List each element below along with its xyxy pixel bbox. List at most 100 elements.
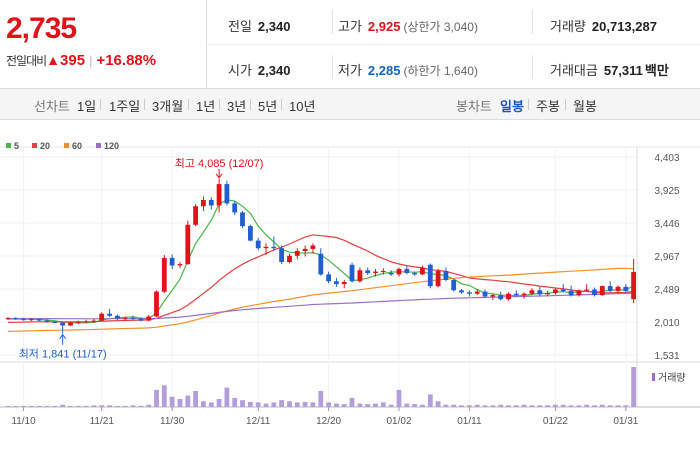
ma120-line: [7, 292, 634, 320]
tab-1year[interactable]: 1년: [196, 99, 216, 114]
tab-separator: [188, 99, 189, 110]
volume-bar: [537, 405, 543, 407]
candle-body: [420, 267, 425, 275]
candle-body: [138, 318, 144, 321]
volume-bar: [529, 405, 535, 407]
tab-3month[interactable]: 3개월: [152, 99, 184, 114]
candle-body: [404, 268, 410, 273]
candle-body: [584, 289, 590, 291]
stat-label: 저가: [338, 63, 362, 78]
volume-bar: [443, 404, 449, 407]
line-chart-label: 선차트: [34, 99, 70, 114]
candle-body: [161, 257, 167, 292]
tab-10year[interactable]: 10년: [289, 99, 316, 114]
candle-body: [5, 318, 11, 320]
tab-1week[interactable]: 1주일: [109, 99, 141, 114]
volume-bar: [396, 389, 402, 407]
up-triangle-icon: ▲: [46, 52, 61, 68]
stat-amount: 거래대금 57,311 백만: [550, 60, 669, 79]
candle-body: [341, 282, 347, 285]
annotations: 최고 4,085 (12/07) 최저 1,841 (11/17): [19, 157, 264, 361]
volume-bar: [568, 405, 574, 407]
candle-body: [365, 270, 371, 274]
tab-separator: [250, 99, 251, 110]
legend-swatch: [6, 143, 11, 148]
volume-bar: [146, 404, 152, 407]
stat-low: 저가 2,285 (하한가 1,640): [338, 60, 478, 79]
candle-body: [396, 268, 402, 275]
volume-bar: [435, 401, 441, 407]
volume-bar: [592, 405, 597, 407]
volume-bar: [576, 405, 582, 407]
tab-daily[interactable]: 일봉: [500, 99, 524, 114]
stat-prev-close: 전일 2,340: [228, 16, 290, 35]
tab-5year[interactable]: 5년: [258, 99, 278, 114]
volume-bar: [161, 385, 167, 407]
stat-value: 2,340: [257, 63, 291, 78]
y-tick-label: 2,967: [654, 252, 679, 263]
volume-bar: [302, 401, 308, 407]
divider: [332, 10, 333, 34]
candle-body: [154, 291, 159, 317]
volume-legend-swatch: [652, 373, 655, 381]
volume-bar: [75, 405, 81, 407]
low-annotation: 최저 1,841 (11/17): [19, 348, 107, 361]
stat-value: 2,285: [367, 63, 401, 78]
legend-label: 120: [104, 141, 119, 151]
candle-body: [373, 271, 378, 273]
volume-bar: [154, 389, 159, 407]
candle-body: [271, 246, 277, 249]
candlestick-chart[interactable]: 5 20 60 120 최고 4,085 (12/07) 최저 1,841 (11/17…: [0, 120, 700, 450]
volume-bar: [36, 405, 42, 407]
volume-bar: [560, 404, 566, 407]
candle-body: [248, 226, 253, 241]
candle-body: [201, 200, 206, 207]
candle-body: [52, 322, 58, 323]
candle-body: [545, 293, 550, 295]
tab-3year[interactable]: 3년: [227, 99, 247, 114]
candle-body: [44, 320, 50, 322]
volume-bar: [373, 403, 378, 407]
stat-label: 고가: [338, 19, 362, 34]
x-tick-label: 11/30: [160, 416, 185, 427]
change-amount: 395: [60, 52, 86, 69]
candle-body: [576, 290, 582, 296]
volume-bar: [412, 404, 417, 407]
legend-swatch: [64, 143, 69, 148]
stat-open: 시가 2,340: [228, 60, 290, 79]
volume-bar: [115, 405, 120, 407]
candle-body: [435, 271, 441, 287]
tab-1day[interactable]: 1일: [77, 99, 97, 114]
volume-bar: [599, 404, 605, 407]
candle-body: [607, 286, 613, 291]
candle-body: [115, 315, 120, 319]
low-arrowhead: [59, 333, 67, 339]
volume-bar: [68, 405, 73, 407]
candle-body: [357, 270, 363, 282]
divider: [532, 10, 533, 34]
candle-body: [482, 291, 488, 297]
stat-unit: 백만: [644, 63, 669, 78]
volume-bar: [498, 404, 504, 407]
candle-body: [380, 271, 386, 272]
candle-body: [560, 289, 566, 291]
volume-bar: [365, 404, 371, 407]
volume-bar: [467, 405, 472, 407]
candle-body: [467, 292, 472, 294]
volume-bar: [427, 394, 433, 407]
y-tick-label: 1,531: [654, 351, 679, 362]
candle-body: [553, 289, 558, 293]
candle-body: [318, 253, 324, 275]
candle-body: [615, 286, 621, 291]
candle-body: [302, 248, 308, 251]
tab-weekly[interactable]: 주봉: [536, 99, 560, 114]
volume-bar: [326, 402, 331, 407]
volume-bar: [29, 405, 34, 407]
tab-monthly[interactable]: 월봉: [573, 99, 597, 114]
candle-body: [240, 212, 245, 227]
candle-body: [388, 273, 394, 275]
stat-volume: 거래량 20,713,287: [550, 16, 657, 35]
x-tick-label: 11/10: [11, 416, 36, 427]
quote-header: 2,735 전일대비▲395 | +16.88% 전일 2,340 시가 2,340 고…: [0, 0, 700, 89]
volume-bar: [60, 404, 65, 407]
